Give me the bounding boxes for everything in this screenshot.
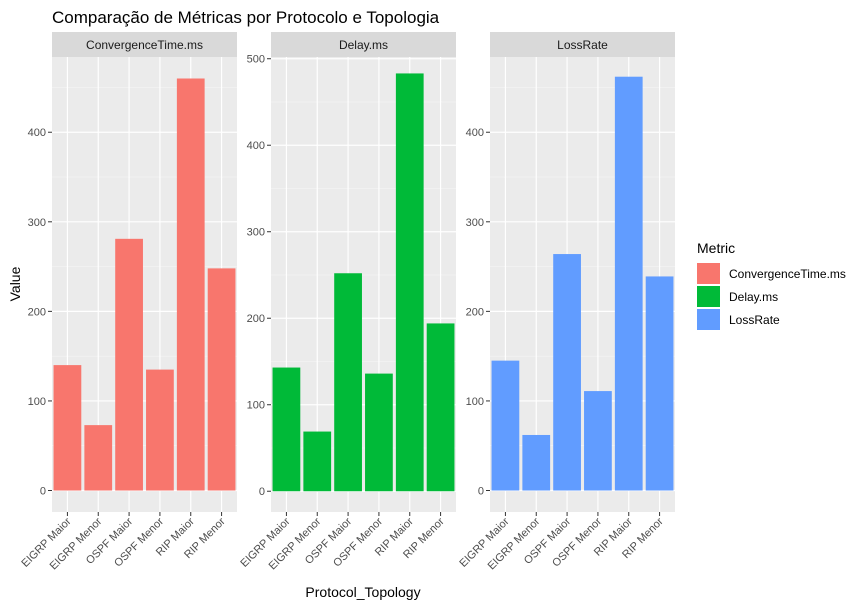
bar xyxy=(365,373,393,492)
y-tick-label: 300 xyxy=(247,227,265,239)
y-tick-label: 0 xyxy=(478,486,484,498)
bar xyxy=(614,76,643,491)
bar xyxy=(334,273,362,492)
y-tick-label: 200 xyxy=(466,306,484,318)
bar xyxy=(491,360,520,491)
facet-strip xyxy=(52,32,237,57)
facet-strip xyxy=(271,32,456,57)
bar xyxy=(53,365,82,491)
legend-label: Delay.ms xyxy=(729,290,778,304)
bar xyxy=(303,431,332,492)
y-tick-label: 400 xyxy=(28,127,46,139)
y-tick-label: 0 xyxy=(40,486,46,498)
legend-key xyxy=(697,286,720,307)
legend-key xyxy=(697,263,720,284)
facet-strip xyxy=(490,32,675,57)
bar xyxy=(176,78,205,491)
y-tick-label: 200 xyxy=(28,306,46,318)
y-tick-label: 500 xyxy=(247,54,265,66)
y-tick-label: 100 xyxy=(466,396,484,408)
bar xyxy=(553,254,581,491)
bar xyxy=(584,391,612,491)
facet-strip-label: Delay.ms xyxy=(339,38,388,52)
facet-strip-label: LossRate xyxy=(557,38,608,52)
panel-background xyxy=(271,57,456,512)
legend-label: LossRate xyxy=(729,313,780,327)
bar xyxy=(395,73,424,492)
legend-title: Metric xyxy=(697,240,735,256)
y-tick-label: 300 xyxy=(28,217,46,229)
bar xyxy=(207,268,236,491)
facet-strip-label: ConvergenceTime.ms xyxy=(86,38,203,52)
x-axis-label: Protocol_Topology xyxy=(305,584,420,600)
y-tick-label: 100 xyxy=(247,400,265,412)
bar xyxy=(272,367,301,492)
legend-label: ConvergenceTime.ms xyxy=(729,267,846,281)
legend: Metric ConvergenceTime.ms Delay.ms LossRat… xyxy=(697,240,846,330)
y-tick-label: 400 xyxy=(247,140,265,152)
bar xyxy=(146,369,174,491)
y-tick-label: 400 xyxy=(466,127,484,139)
chart-title: Comparação de Métricas por Protocolo e T… xyxy=(52,8,440,27)
bar xyxy=(426,323,455,492)
y-tick-label: 300 xyxy=(466,217,484,229)
bar xyxy=(84,425,113,491)
y-tick-label: 0 xyxy=(259,486,265,498)
bar xyxy=(522,434,551,491)
y-tick-label: 200 xyxy=(247,313,265,325)
y-axis-label: Value xyxy=(7,266,23,301)
bar xyxy=(115,238,143,491)
legend-key xyxy=(697,309,720,330)
bar xyxy=(645,276,674,491)
y-tick-label: 100 xyxy=(28,396,46,408)
